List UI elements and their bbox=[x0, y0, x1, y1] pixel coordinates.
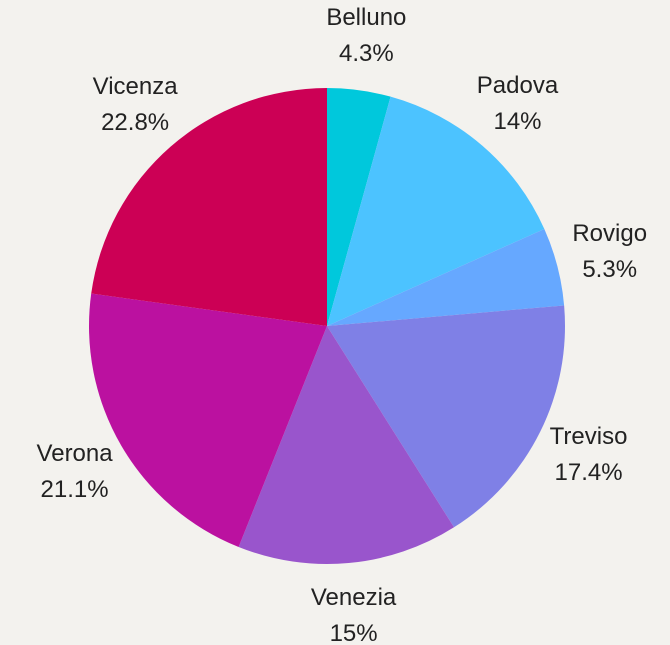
pie-slice bbox=[327, 305, 566, 528]
slice-label: Venezia bbox=[311, 584, 397, 611]
pie-slice bbox=[327, 88, 391, 326]
pie-slice bbox=[88, 293, 327, 547]
slice-value: 21.1% bbox=[41, 476, 109, 503]
slice-value: 15% bbox=[330, 620, 378, 645]
slice-label: Padova bbox=[477, 72, 559, 99]
slice-label: Belluno bbox=[326, 4, 406, 31]
slice-value: 22.8% bbox=[101, 109, 169, 136]
slice-value: 5.3% bbox=[582, 256, 637, 283]
slice-value: 4.3% bbox=[339, 40, 394, 67]
pie-slice bbox=[91, 88, 328, 326]
pie-slice bbox=[327, 228, 565, 326]
slice-label: Treviso bbox=[550, 423, 628, 450]
pie-slice bbox=[327, 96, 545, 326]
slice-label: Vicenza bbox=[93, 73, 179, 100]
slice-value: 14% bbox=[493, 108, 541, 135]
slice-label: Rovigo bbox=[572, 220, 647, 247]
slice-label: Verona bbox=[37, 440, 114, 467]
slice-value: 17.4% bbox=[555, 459, 623, 486]
pie-slice bbox=[238, 326, 455, 565]
